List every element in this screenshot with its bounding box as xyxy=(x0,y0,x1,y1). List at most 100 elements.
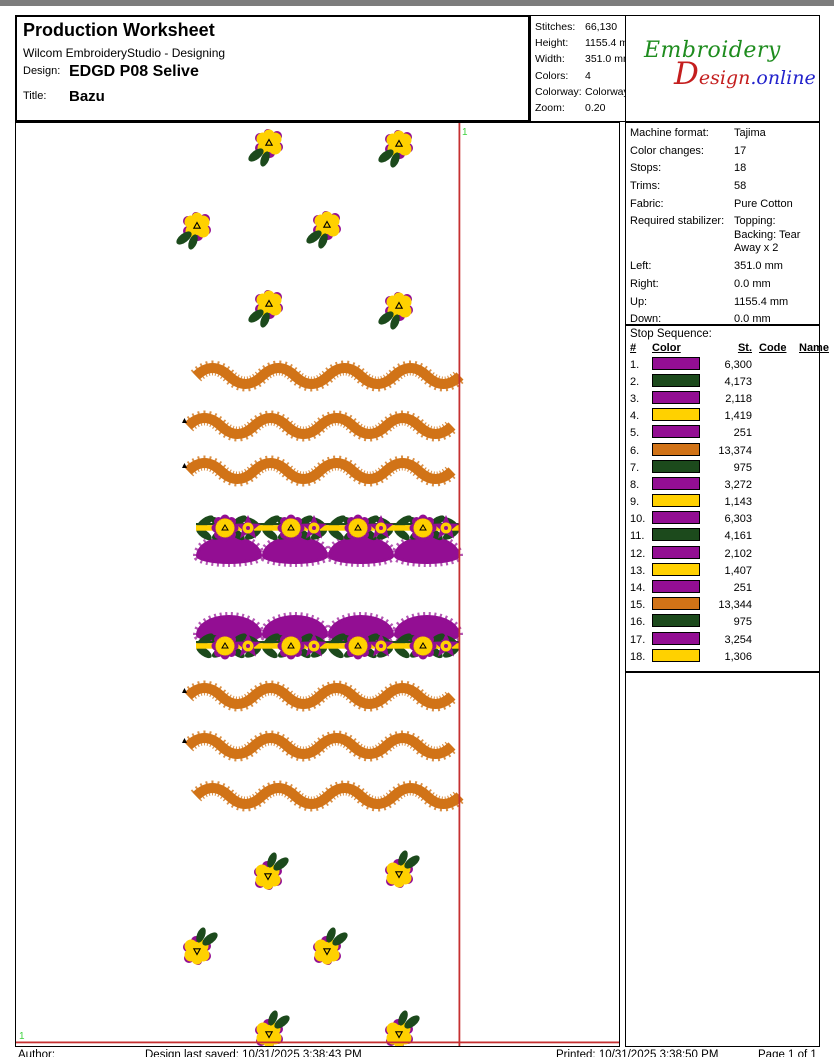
color-swatch xyxy=(652,373,700,387)
machine-info-value: 0.0 mm xyxy=(734,277,771,290)
color-swatch xyxy=(652,390,700,404)
stop-sequence-row: 1. 6,300 xyxy=(630,356,817,373)
orange-wave-lines-top xyxy=(188,368,460,479)
hoop-guide-vertical-line xyxy=(458,123,461,1046)
summary-value: 1155.4 mm xyxy=(585,37,637,50)
stop-number: 13. xyxy=(630,564,646,577)
stitch-count: 975 xyxy=(733,616,752,629)
stop-number: 1. xyxy=(630,358,640,371)
stop-sequence-row: 13. 1,407 xyxy=(630,562,817,579)
logo-suffix-online: .online xyxy=(750,67,816,89)
machine-info-label: Down: xyxy=(630,313,662,326)
stitch-count: 1,306 xyxy=(724,650,752,663)
stop-sequence-row: 14. 251 xyxy=(630,579,817,596)
color-swatch xyxy=(652,425,700,439)
design-label: Design: xyxy=(23,65,61,77)
scatter-flowers-bottom xyxy=(182,848,423,1049)
color-swatch xyxy=(652,511,700,525)
machine-info-row: Up: 1155.4 mm xyxy=(630,296,817,310)
hoop-marker-1-top: 1 xyxy=(462,127,468,138)
color-swatch xyxy=(652,631,700,645)
stitch-count: 13,374 xyxy=(718,444,752,457)
machine-info-value: 1155.4 mm xyxy=(734,295,789,308)
app-subtitle: Wilcom EmbroideryStudio - Designing xyxy=(23,46,226,60)
stop-sequence-row: 11. 4,161 xyxy=(630,528,817,545)
color-swatch xyxy=(652,459,700,473)
summary-value: 4 xyxy=(585,69,591,82)
summary-row: Colorway: Colorway 1 xyxy=(535,84,638,100)
logo-initial-d: D xyxy=(674,56,699,92)
design-summary-box: Stitches: 66,130 Height: 1155.4 mm Width… xyxy=(530,15,638,122)
logo-word-esign: esign xyxy=(698,67,751,89)
machine-info-label: Right: xyxy=(630,277,659,290)
machine-info-label: Machine format: xyxy=(630,127,709,139)
summary-row: Zoom: 0.20 xyxy=(535,100,623,116)
stop-sequence-row: 16. 975 xyxy=(630,614,817,631)
stop-number: 14. xyxy=(630,582,646,595)
stitch-count: 251 xyxy=(733,427,752,440)
orange-wave-lines-bottom xyxy=(188,688,460,804)
machine-info-label: Fabric: xyxy=(630,197,664,210)
machine-info-label: Required stabilizer: xyxy=(630,215,725,228)
machine-info-label: Up: xyxy=(630,295,648,308)
embroidery-design-preview: 1 1 2 xyxy=(16,123,619,1056)
stop-number: 16. xyxy=(630,616,646,629)
floral-border-band-2 xyxy=(194,615,460,660)
stop-sequence-row: 6. 13,374 xyxy=(630,442,817,459)
machine-info-label: Stops: xyxy=(630,162,662,175)
color-swatch xyxy=(652,356,700,370)
stop-sequence-row: 3. 2,118 xyxy=(630,390,817,407)
summary-value: Colorway 1 xyxy=(585,85,638,98)
stop-number: 18. xyxy=(630,650,646,663)
footer-author-label: Author: xyxy=(18,1049,56,1057)
machine-info-row: Machine format: Tajima xyxy=(630,127,817,141)
stitch-count: 6,300 xyxy=(724,358,752,371)
color-swatch xyxy=(652,580,700,594)
footer-page-number: Page 1 of 1 xyxy=(758,1049,817,1057)
hoop-marker-2-bottom: 2 xyxy=(462,1045,468,1046)
summary-label: Width: xyxy=(535,53,565,66)
stop-sequence-row: 12. 2,102 xyxy=(630,545,817,562)
stop-number: 5. xyxy=(630,427,640,440)
machine-info-row: Stops: 18 xyxy=(630,162,817,176)
machine-info-value: Topping: Backing: Tear Away x 2 xyxy=(734,215,801,255)
notes-empty-panel xyxy=(625,672,820,1047)
color-swatch xyxy=(652,545,700,559)
stitch-count: 3,272 xyxy=(724,478,752,491)
stitch-entry-markers-bottom xyxy=(182,688,187,743)
machine-info-row: Right: 0.0 mm xyxy=(630,278,817,292)
footer-printed-date: Printed: 10/31/2025 3:38:50 PM xyxy=(556,1049,719,1057)
footer-saved-date: Design last saved: 10/31/2025 3:38:43 PM xyxy=(145,1049,362,1057)
logo-box: Embroidery Design.online xyxy=(625,15,820,122)
stop-number: 6. xyxy=(630,444,640,457)
machine-info-row: Left: 351.0 mm xyxy=(630,260,817,274)
machine-info-label: Left: xyxy=(630,260,652,273)
machine-info-row: Fabric: Pure Cotton xyxy=(630,198,817,212)
summary-label: Colors: xyxy=(535,69,569,82)
summary-value: 351.0 mm xyxy=(585,53,632,66)
summary-label: Zoom: xyxy=(535,102,565,115)
hoop-guide-horizontal-line xyxy=(16,1041,619,1044)
stop-number: 15. xyxy=(630,599,646,612)
color-swatch xyxy=(652,597,700,611)
summary-row: Stitches: 66,130 xyxy=(535,19,623,35)
design-title: Bazu xyxy=(69,88,105,105)
stop-number: 8. xyxy=(630,478,640,491)
stitch-count: 13,344 xyxy=(718,599,752,612)
stitch-count: 1,143 xyxy=(724,496,752,509)
title-label: Title: xyxy=(23,90,47,102)
stop-number: 2. xyxy=(630,375,640,388)
color-swatch xyxy=(652,528,700,542)
machine-info-row: Trims: 58 xyxy=(630,180,817,194)
stop-number: 7. xyxy=(630,461,640,474)
color-swatch xyxy=(652,442,700,456)
summary-row: Colors: 4 xyxy=(535,68,623,84)
stop-number: 11. xyxy=(630,530,645,543)
stop-sequence-row: 18. 1,306 xyxy=(630,648,817,665)
machine-info-value: 17 xyxy=(734,144,747,157)
stitch-count: 6,303 xyxy=(724,513,752,526)
floral-border-band-1 xyxy=(194,513,460,564)
machine-info-value: 58 xyxy=(734,180,747,193)
worksheet-header-box: Production Worksheet Wilcom EmbroiderySt… xyxy=(15,15,530,122)
stop-sequence-row: 5. 251 xyxy=(630,425,817,442)
